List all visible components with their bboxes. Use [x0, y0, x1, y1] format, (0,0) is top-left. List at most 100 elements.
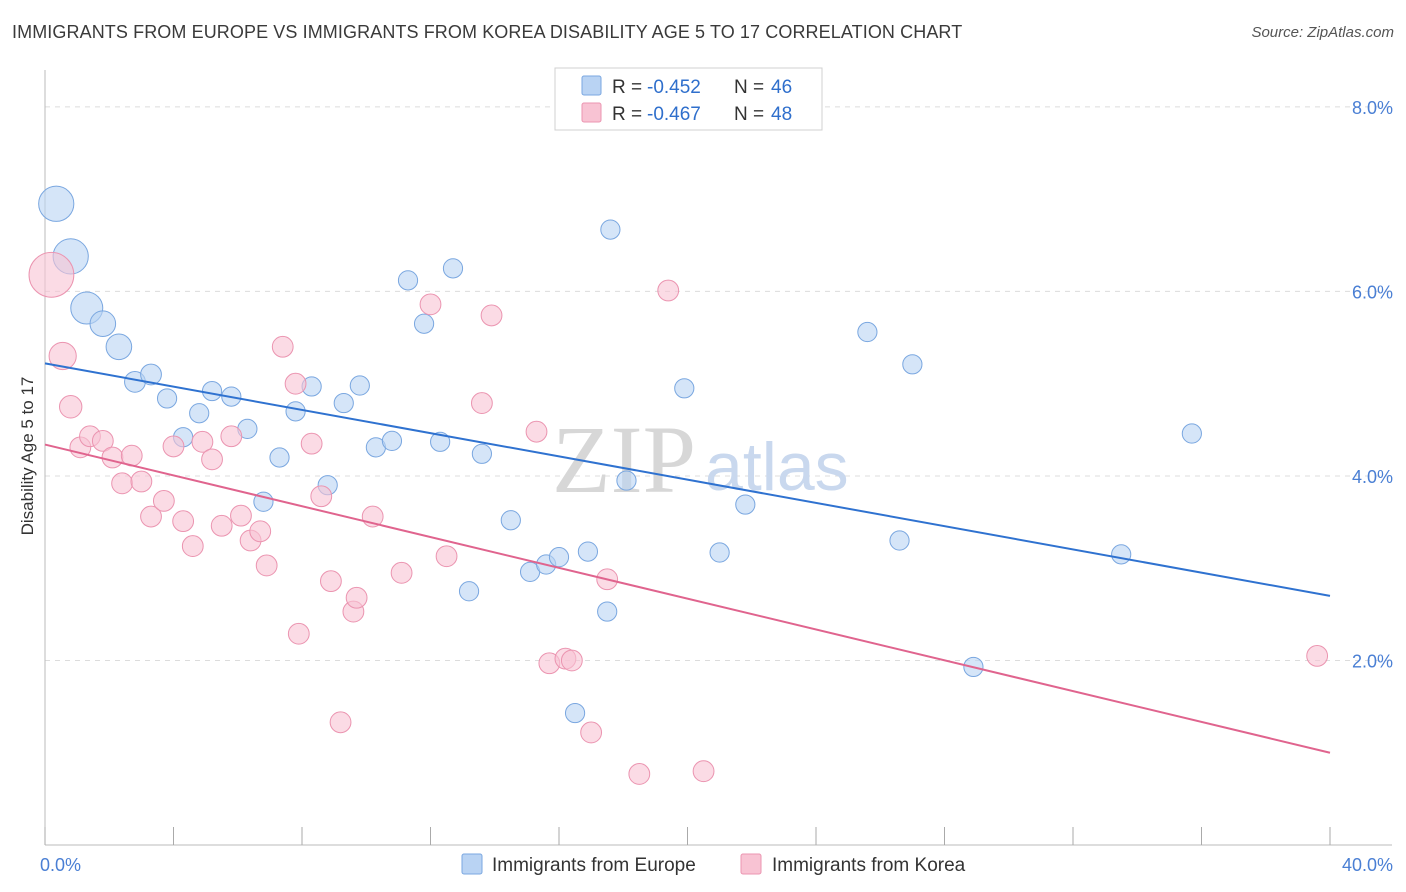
x-tick-label: 0.0%: [40, 855, 81, 875]
point-korea: [657, 279, 680, 302]
point-europe: [1181, 423, 1202, 444]
bottom-legend-swatch-europe: [461, 853, 483, 875]
point-europe: [381, 430, 403, 451]
point-korea: [628, 763, 651, 785]
tick-labels: 2.0% 4.0% 6.0% 8.0% 0.0% 40.0%: [40, 98, 1393, 875]
point-europe: [709, 542, 730, 563]
point-korea: [310, 485, 333, 508]
point-korea: [320, 570, 342, 593]
point-korea: [255, 554, 278, 577]
point-europe: [674, 378, 695, 399]
point-europe: [397, 270, 419, 291]
legend-r-label-korea: R =: [612, 104, 642, 125]
watermark-atlas: atlas: [705, 429, 849, 505]
point-korea: [580, 721, 603, 744]
point-europe: [413, 313, 435, 334]
point-europe: [902, 354, 923, 375]
point-europe: [600, 219, 621, 240]
bottom-legend-label-korea: Immigrants from Korea: [772, 855, 966, 876]
point-korea: [329, 711, 352, 734]
point-europe: [616, 470, 637, 491]
point-korea: [191, 430, 214, 453]
point-korea: [435, 545, 458, 568]
legend-swatch-europe: [581, 75, 602, 96]
chart-title: IMMIGRANTS FROM EUROPE VS IMMIGRANTS FRO…: [12, 22, 963, 42]
x-tick-label: 40.0%: [1342, 855, 1393, 875]
point-korea: [560, 649, 583, 672]
legend-n-label-europe: N =: [734, 77, 764, 98]
legend-n-label-korea: N =: [734, 104, 764, 125]
point-europe: [735, 494, 756, 515]
grid-lines: [45, 106, 1392, 661]
point-korea: [230, 504, 252, 527]
point-korea: [210, 514, 233, 537]
y-tick-label: 8.0%: [1352, 98, 1393, 118]
y-tick-label: 2.0%: [1352, 651, 1393, 671]
point-europe: [564, 702, 586, 724]
source-label: Source: ZipAtlas.com: [1251, 24, 1394, 41]
y-tick-label: 6.0%: [1352, 282, 1393, 302]
series-legend: Immigrants from Europe Immigrants from K…: [461, 853, 966, 876]
point-europe: [333, 392, 354, 414]
legend-swatch-korea: [581, 102, 602, 123]
point-korea: [48, 341, 77, 371]
point-europe: [458, 581, 480, 602]
point-europe: [89, 310, 117, 338]
trend-lines: [44, 362, 1331, 754]
data-points: [28, 185, 1329, 785]
point-europe: [548, 547, 570, 568]
y-tick-label: 4.0%: [1352, 467, 1393, 487]
legend-n-value-korea: 48: [771, 104, 792, 125]
trend-line-korea: [44, 443, 1331, 754]
point-korea: [300, 432, 323, 455]
point-korea: [287, 622, 310, 645]
point-europe: [189, 403, 210, 424]
point-korea: [390, 561, 413, 584]
point-europe: [253, 491, 274, 512]
point-korea: [419, 293, 442, 316]
y-axis-label: Disability Age 5 to 17: [18, 377, 37, 536]
point-europe: [285, 401, 306, 422]
legend-r-value-korea: -0.467: [647, 104, 701, 125]
point-korea: [58, 395, 83, 419]
bottom-legend-swatch-korea: [740, 853, 762, 875]
point-korea: [172, 510, 195, 533]
point-korea: [101, 446, 124, 469]
point-korea: [162, 435, 185, 458]
point-europe: [597, 601, 618, 622]
point-korea: [271, 335, 294, 358]
point-europe: [889, 530, 910, 551]
legend-r-value-europe: -0.452: [647, 77, 701, 98]
point-europe: [577, 541, 599, 562]
point-korea: [181, 535, 204, 557]
point-korea: [28, 251, 75, 298]
point-europe: [38, 185, 75, 222]
point-korea: [284, 372, 307, 395]
point-europe: [349, 375, 370, 396]
point-europe: [430, 431, 451, 452]
point-korea: [91, 429, 114, 452]
point-europe: [201, 380, 223, 402]
point-korea: [140, 505, 162, 528]
point-korea: [345, 586, 368, 609]
point-korea: [692, 760, 715, 783]
legend-r-label-europe: R =: [612, 77, 642, 98]
point-europe: [269, 447, 290, 468]
point-korea: [1306, 644, 1329, 667]
point-korea: [220, 425, 243, 448]
point-korea: [152, 489, 175, 512]
point-korea: [111, 472, 133, 495]
point-korea: [471, 392, 493, 414]
point-europe: [1111, 544, 1132, 565]
point-europe: [442, 258, 464, 279]
point-korea: [201, 448, 223, 471]
point-korea: [130, 470, 153, 493]
point-korea: [249, 520, 272, 543]
point-korea: [480, 304, 503, 327]
point-europe: [471, 443, 492, 464]
point-europe: [857, 321, 878, 343]
point-europe: [140, 363, 162, 386]
point-korea: [525, 420, 548, 443]
legend-n-value-europe: 46: [771, 77, 792, 98]
point-europe: [105, 333, 133, 361]
